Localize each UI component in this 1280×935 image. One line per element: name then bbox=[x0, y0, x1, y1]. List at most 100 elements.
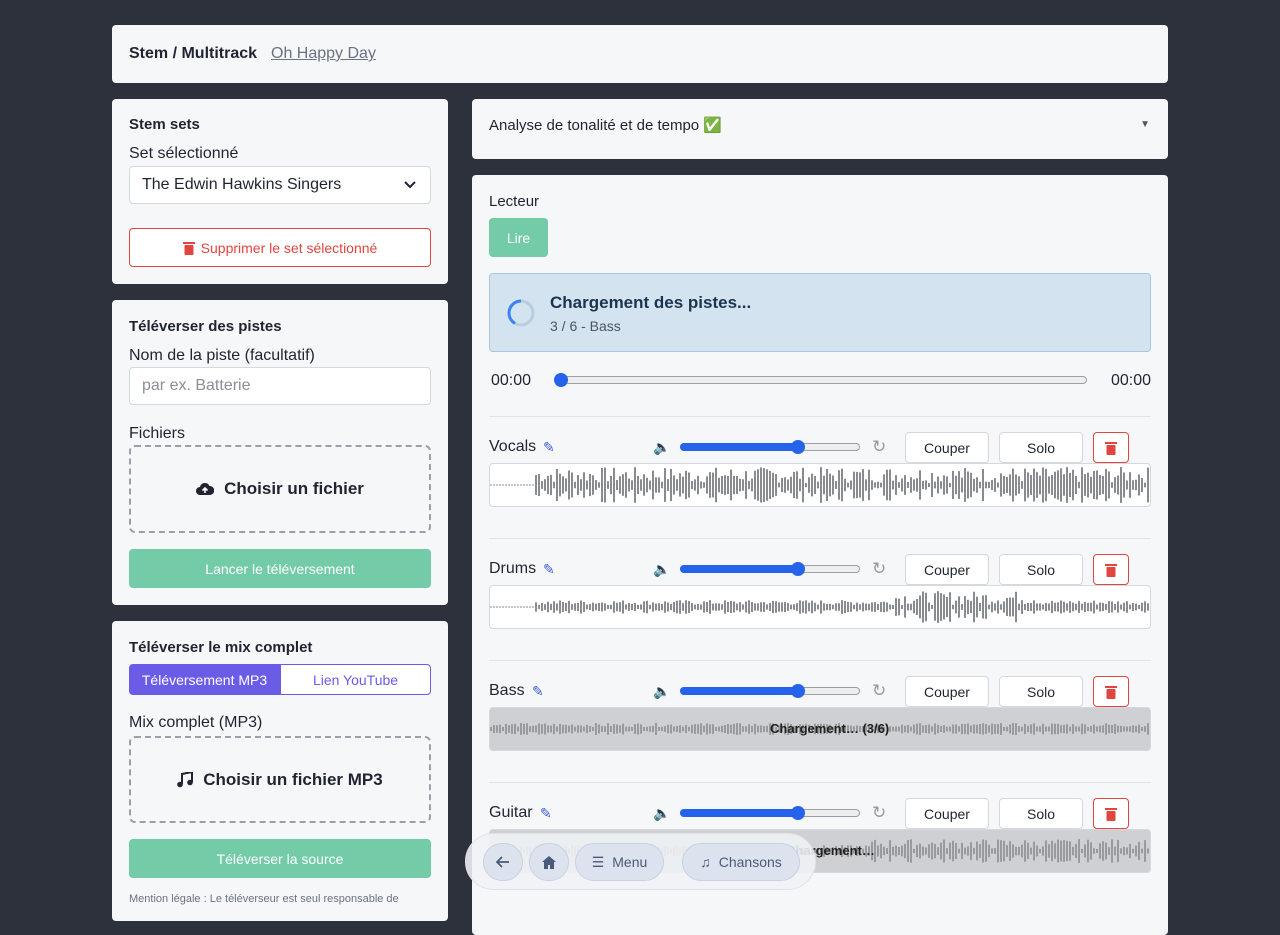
volume-fill bbox=[680, 443, 798, 451]
tabs: Téléversement MP3 Lien YouTube bbox=[129, 664, 431, 695]
header-card: Stem / Multitrack Oh Happy Day bbox=[112, 25, 1168, 83]
volume-thumb[interactable] bbox=[791, 806, 805, 820]
page: Stem / Multitrack {"header": {"title": "… bbox=[112, 25, 1168, 935]
volume-fill bbox=[680, 809, 798, 817]
card-title: Téléverser des pistes bbox=[129, 318, 282, 335]
songs-button[interactable]: ♫ Chansons bbox=[682, 843, 800, 881]
track-name: Drums bbox=[489, 560, 537, 577]
volume-icon: 🔈 bbox=[653, 683, 671, 699]
mute-button[interactable]: Couper bbox=[905, 432, 989, 463]
solo-button[interactable]: Solo bbox=[999, 554, 1083, 585]
reset-icon[interactable]: ↻ bbox=[872, 681, 887, 700]
edit-icon[interactable]: ✎ bbox=[540, 805, 552, 821]
volume-fill bbox=[680, 565, 798, 573]
reset-icon[interactable]: ↻ bbox=[872, 437, 887, 456]
track-name: Vocals bbox=[489, 438, 537, 455]
menu-text: Menu bbox=[612, 854, 648, 870]
field-label: Fichiers bbox=[129, 425, 186, 442]
volume-icon: 🔈 bbox=[653, 805, 671, 821]
menu-icon: ☰ bbox=[591, 853, 605, 870]
song-link[interactable]: Oh Happy Day bbox=[271, 45, 376, 62]
home-button[interactable] bbox=[529, 843, 569, 881]
mute-button[interactable]: Couper bbox=[905, 676, 989, 707]
upload-card: Téléverser des pistes Nom de la piste (f… bbox=[112, 300, 448, 605]
edit-icon[interactable]: ✎ bbox=[532, 683, 544, 699]
analysis-title: Analyse de tonalité et de tempo ✅ bbox=[489, 117, 722, 134]
trash-icon bbox=[1105, 685, 1117, 699]
field-label: Set sélectionné bbox=[129, 145, 239, 162]
upload-button[interactable]: Lancer le téléversement bbox=[129, 549, 431, 588]
page-title: Stem / Multitrack bbox=[129, 45, 258, 62]
trash-icon bbox=[1105, 563, 1117, 577]
cloud-icon bbox=[196, 482, 215, 495]
waveform[interactable] bbox=[489, 463, 1151, 507]
track-name: Guitar bbox=[489, 804, 533, 821]
seek-thumb[interactable] bbox=[554, 373, 568, 387]
volume-thumb[interactable] bbox=[791, 440, 805, 454]
dropzone-text: Choisir un fichier bbox=[224, 479, 364, 498]
delete-track-button[interactable] bbox=[1093, 676, 1129, 707]
solo-button[interactable]: Solo bbox=[999, 798, 1083, 829]
menu-button[interactable]: ☰ Menu bbox=[575, 843, 664, 881]
app: Stem / Multitrack Oh Happy Day Stem sets… bbox=[112, 25, 1168, 935]
reset-icon[interactable]: ↻ bbox=[872, 803, 887, 822]
delete-track-button[interactable] bbox=[1093, 798, 1129, 829]
music-icon bbox=[177, 771, 194, 787]
solo-button[interactable]: Solo bbox=[999, 676, 1083, 707]
track-name-input[interactable]: par ex. Batterie bbox=[129, 367, 431, 405]
tab-active[interactable]: Téléversement MP3 bbox=[129, 664, 280, 695]
mp3-dropzone[interactable]: Choisir un fichier MP3 bbox=[129, 736, 431, 823]
floating-nav: ☰ Menu ♫ Chansons bbox=[465, 833, 816, 890]
file-dropzone[interactable]: Choisir un fichier bbox=[129, 445, 431, 533]
seek-bar[interactable] bbox=[555, 376, 1087, 384]
card-title: Téléverser le mix complet bbox=[129, 639, 313, 656]
button-text: Supprimer le set sélectionné bbox=[200, 239, 378, 256]
analysis-card[interactable]: Analyse de tonalité et de tempo ✅ ▼ bbox=[472, 99, 1168, 159]
trash-icon bbox=[1105, 807, 1117, 821]
source-upload-button[interactable]: Téléverser la source bbox=[129, 839, 431, 878]
solo-button[interactable]: Solo bbox=[999, 432, 1083, 463]
separator bbox=[489, 538, 1151, 539]
home-icon bbox=[542, 855, 556, 869]
field-label: Nom de la piste (facultatif) bbox=[129, 347, 315, 364]
waveform-loading: Chargement… (3/6) bbox=[770, 721, 890, 736]
music-icon: ♫ bbox=[700, 854, 711, 870]
time-current: 00:00 bbox=[491, 372, 532, 389]
waveform[interactable]: Chargement… (3/6) bbox=[489, 707, 1151, 751]
legal-text: Mention légale : Le téléverseur est seul… bbox=[129, 893, 399, 905]
volume-icon: 🔈 bbox=[653, 561, 671, 577]
card-title: Stem sets bbox=[129, 116, 200, 133]
waveform-graphic bbox=[490, 591, 1149, 623]
waveform[interactable] bbox=[489, 585, 1151, 629]
tab[interactable]: Lien YouTube bbox=[280, 664, 431, 695]
expand-arrow: ▼ bbox=[1140, 119, 1150, 130]
delete-track-button[interactable] bbox=[1093, 554, 1129, 585]
volume-icon: 🔈 bbox=[653, 439, 671, 455]
mix-card: Téléverser le mix complet Téléversement … bbox=[112, 621, 448, 921]
mute-button[interactable]: Couper bbox=[905, 554, 989, 585]
reset-icon[interactable]: ↻ bbox=[872, 559, 887, 578]
edit-icon[interactable]: ✎ bbox=[543, 561, 555, 577]
volume-thumb[interactable] bbox=[791, 684, 805, 698]
loading-title: Chargement des pistes... bbox=[550, 293, 752, 312]
spinner bbox=[507, 299, 535, 327]
placeholder: par ex. Batterie bbox=[142, 377, 251, 394]
back-icon bbox=[496, 856, 509, 868]
set-select[interactable]: The Edwin Hawkins Singers bbox=[129, 166, 431, 204]
trash-icon bbox=[182, 241, 195, 255]
volume-thumb[interactable] bbox=[791, 562, 805, 576]
edit-icon[interactable]: ✎ bbox=[543, 439, 555, 455]
play-button[interactable]: Lire bbox=[489, 218, 548, 257]
delete-set-button[interactable]: Supprimer le set sélectionné bbox=[129, 228, 431, 267]
separator bbox=[489, 416, 1151, 417]
back-button[interactable] bbox=[483, 843, 523, 881]
loading-panel: Chargement des pistes... 3 / 6 - Bass bbox=[489, 273, 1151, 352]
select-value: The Edwin Hawkins Singers bbox=[142, 176, 342, 193]
mute-button[interactable]: Couper bbox=[905, 798, 989, 829]
time-total: 00:00 bbox=[1110, 372, 1151, 389]
field-label: Mix complet (MP3) bbox=[129, 714, 263, 731]
card-title: Lecteur bbox=[489, 193, 540, 210]
track-name: Bass bbox=[489, 682, 525, 699]
delete-track-button[interactable] bbox=[1093, 432, 1129, 463]
waveform-graphic bbox=[490, 723, 1149, 735]
